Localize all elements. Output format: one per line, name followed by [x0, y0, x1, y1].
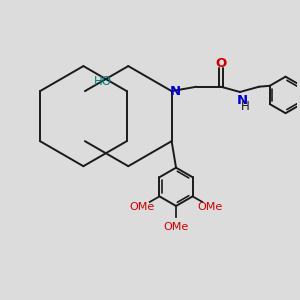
Text: OMe: OMe [198, 202, 223, 212]
Text: HO: HO [94, 75, 112, 88]
Text: N: N [169, 85, 181, 98]
Text: OMe: OMe [129, 202, 154, 212]
Text: OMe: OMe [164, 222, 189, 232]
Text: O: O [215, 57, 226, 70]
Text: H: H [241, 100, 250, 112]
Text: N: N [237, 94, 248, 107]
